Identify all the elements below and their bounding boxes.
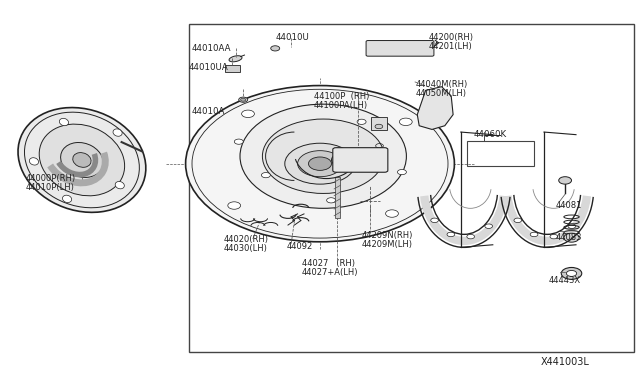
Circle shape bbox=[367, 155, 382, 164]
Circle shape bbox=[385, 210, 398, 217]
Circle shape bbox=[242, 110, 255, 118]
Circle shape bbox=[332, 153, 357, 167]
Circle shape bbox=[228, 202, 241, 209]
Ellipse shape bbox=[29, 158, 38, 165]
Text: 44050M(LH): 44050M(LH) bbox=[416, 89, 467, 98]
Circle shape bbox=[298, 151, 342, 177]
Text: 44030(LH): 44030(LH) bbox=[224, 244, 268, 253]
Circle shape bbox=[375, 124, 383, 129]
Circle shape bbox=[241, 98, 246, 101]
Ellipse shape bbox=[18, 108, 146, 212]
Text: 44200(RH): 44200(RH) bbox=[429, 33, 474, 42]
Circle shape bbox=[429, 94, 442, 102]
Circle shape bbox=[514, 218, 522, 222]
Text: 44100P  (RH): 44100P (RH) bbox=[314, 92, 369, 101]
Text: 44010U: 44010U bbox=[275, 33, 309, 42]
Text: 44092: 44092 bbox=[287, 242, 313, 251]
Text: 44027   (RH): 44027 (RH) bbox=[302, 259, 355, 268]
Circle shape bbox=[285, 143, 355, 184]
Bar bbox=[467, 141, 534, 166]
Circle shape bbox=[485, 224, 493, 228]
Ellipse shape bbox=[60, 118, 68, 126]
Text: 44100PA(LH): 44100PA(LH) bbox=[314, 101, 368, 110]
Circle shape bbox=[447, 232, 454, 237]
Circle shape bbox=[550, 234, 557, 239]
Text: 44000P(RH): 44000P(RH) bbox=[26, 174, 76, 183]
Ellipse shape bbox=[61, 142, 103, 177]
Text: X441003L: X441003L bbox=[541, 357, 589, 366]
Bar bbox=[189, 24, 634, 352]
Circle shape bbox=[399, 118, 412, 126]
Text: 44201(LH): 44201(LH) bbox=[429, 42, 472, 51]
Text: 44060K: 44060K bbox=[474, 130, 507, 139]
Circle shape bbox=[308, 157, 332, 170]
Text: 44209M(LH): 44209M(LH) bbox=[362, 240, 413, 248]
Ellipse shape bbox=[73, 153, 91, 167]
Circle shape bbox=[357, 119, 366, 124]
Circle shape bbox=[568, 224, 576, 228]
Circle shape bbox=[530, 232, 538, 237]
FancyBboxPatch shape bbox=[366, 41, 434, 56]
Bar bbox=[225, 65, 240, 72]
Circle shape bbox=[338, 156, 351, 164]
Circle shape bbox=[561, 267, 582, 279]
Text: 44010AA: 44010AA bbox=[192, 44, 232, 53]
Text: 44083: 44083 bbox=[556, 233, 582, 242]
Circle shape bbox=[564, 233, 579, 242]
Circle shape bbox=[234, 139, 243, 144]
Circle shape bbox=[430, 121, 440, 127]
Ellipse shape bbox=[262, 119, 384, 193]
Circle shape bbox=[261, 173, 270, 178]
Text: 44010P(LH): 44010P(LH) bbox=[26, 183, 74, 192]
Circle shape bbox=[186, 86, 454, 242]
Polygon shape bbox=[417, 87, 453, 129]
Ellipse shape bbox=[63, 195, 72, 203]
Circle shape bbox=[397, 170, 406, 175]
Text: 44010A: 44010A bbox=[192, 107, 225, 116]
Ellipse shape bbox=[240, 104, 406, 208]
Ellipse shape bbox=[113, 129, 122, 136]
Ellipse shape bbox=[229, 56, 242, 62]
Circle shape bbox=[326, 198, 335, 203]
Circle shape bbox=[467, 234, 474, 239]
Text: 44209N(RH): 44209N(RH) bbox=[362, 231, 413, 240]
Circle shape bbox=[559, 177, 572, 184]
Bar bbox=[335, 177, 340, 218]
Text: 44081: 44081 bbox=[556, 201, 582, 210]
FancyBboxPatch shape bbox=[333, 148, 388, 172]
Circle shape bbox=[566, 270, 577, 276]
Text: 44020(RH): 44020(RH) bbox=[224, 235, 269, 244]
Circle shape bbox=[271, 46, 280, 51]
Text: 44010UA: 44010UA bbox=[189, 63, 228, 72]
Text: 44040M(RH): 44040M(RH) bbox=[416, 80, 468, 89]
Text: 44027+A(LH): 44027+A(LH) bbox=[302, 268, 358, 277]
Ellipse shape bbox=[39, 124, 125, 196]
Circle shape bbox=[431, 218, 438, 222]
Circle shape bbox=[239, 97, 248, 102]
Text: 44443X: 44443X bbox=[549, 276, 581, 285]
Bar bbox=[371, 117, 387, 130]
Ellipse shape bbox=[115, 182, 124, 189]
